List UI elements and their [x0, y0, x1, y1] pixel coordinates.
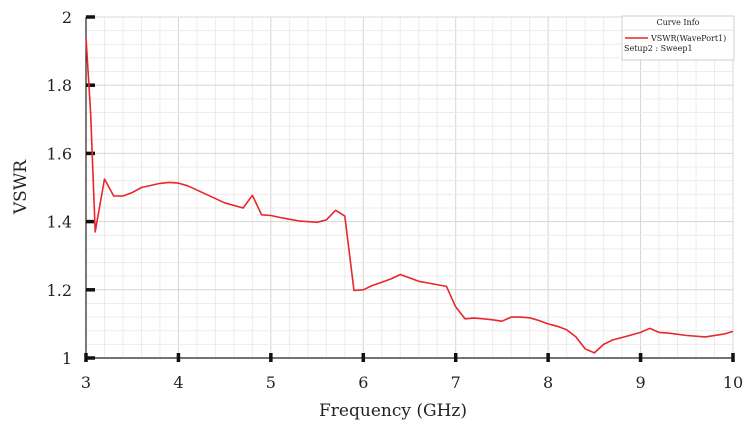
x-tick-label: 7 [451, 373, 461, 392]
grid [85, 16, 734, 359]
x-tick-label: 3 [81, 373, 91, 392]
y-tick-label: 1.6 [47, 144, 72, 163]
legend-series-name: VSWR(WavePort1) [650, 34, 726, 43]
y-tick-label: 1.4 [47, 213, 72, 232]
x-tick-label: 6 [358, 373, 368, 392]
legend: Curve Info VSWR(WavePort1) Setup2 : Swee… [621, 15, 735, 61]
x-tick-label: 10 [723, 373, 743, 392]
x-tick-label: 4 [173, 373, 183, 392]
y-tick-label: 2 [62, 8, 72, 27]
x-tick-label: 8 [543, 373, 553, 392]
y-tick-label: 1.8 [47, 76, 72, 95]
x-tick-label: 9 [635, 373, 645, 392]
axes: 1 1.2 1.4 1.6 1.8 2 3 4 5 6 7 8 9 10 [47, 8, 744, 392]
x-tick-label: 5 [266, 373, 276, 392]
series-layer [85, 37, 734, 354]
x-axis-label: Frequency (GHz) [319, 401, 467, 421]
y-tick-label: 1 [62, 349, 72, 368]
series-line-vswr [85, 37, 734, 354]
y-tick-label: 1.2 [47, 281, 72, 300]
legend-setup-label: Setup2 : Sweep1 [624, 44, 693, 53]
y-axis-label: VSWR [11, 159, 31, 215]
legend-title: Curve Info [657, 18, 700, 27]
